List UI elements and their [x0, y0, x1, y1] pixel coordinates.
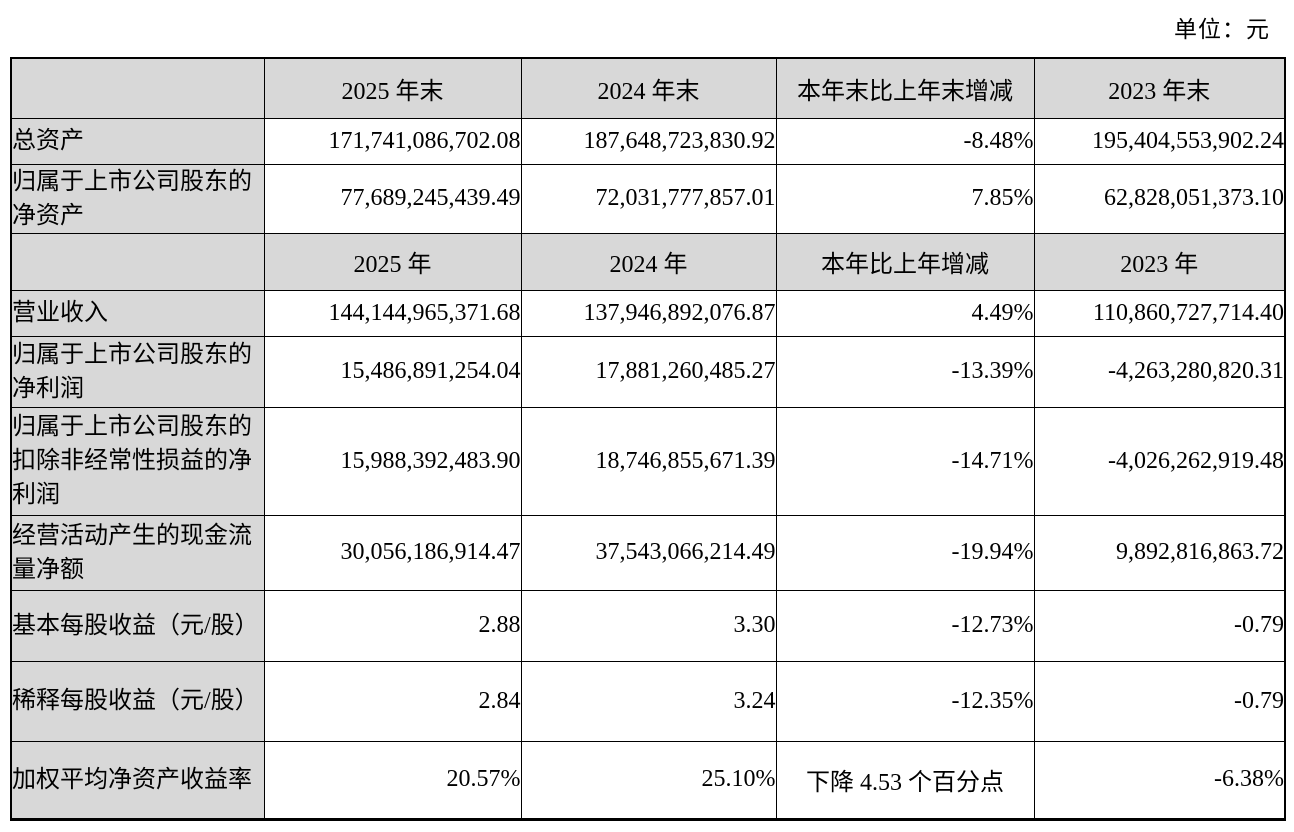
value-cell: -0.79	[1033, 660, 1286, 742]
column-header-2023: 2023 年	[1033, 232, 1286, 291]
table-row: 归属于上市公司股东的净利润 15,486,891,254.04 17,881,2…	[10, 335, 1286, 408]
value-cell: 187,648,723,830.92	[520, 117, 777, 165]
value-cell: -13.39%	[775, 335, 1035, 408]
row-label-cell: 归属于上市公司股东的净利润	[10, 335, 265, 408]
value-cell: 62,828,051,373.10	[1033, 163, 1286, 234]
row-label-cell: 基本每股收益（元/股）	[10, 589, 265, 662]
value-cell: 下降 4.53 个百分点	[775, 740, 1035, 820]
column-header-2025-end: 2025 年末	[263, 57, 522, 119]
column-header-2023-end: 2023 年末	[1033, 57, 1286, 119]
table-row: 加权平均净资产收益率 20.57% 25.10% 下降 4.53 个百分点 -6…	[10, 740, 1286, 820]
column-header-2025: 2025 年	[263, 232, 522, 291]
value-cell: -4,026,262,919.48	[1033, 406, 1286, 516]
table-header-period-end: 2025 年末 2024 年末 本年末比上年末增减 2023 年末	[10, 57, 1286, 119]
value-cell: 3.30	[520, 589, 777, 662]
value-cell: 72,031,777,857.01	[520, 163, 777, 234]
column-header-yoy-change: 本年比上年增减	[775, 232, 1035, 291]
column-header-2024: 2024 年	[520, 232, 777, 291]
row-label-cell: 稀释每股收益（元/股）	[10, 660, 265, 742]
value-cell: 2.88	[263, 589, 522, 662]
column-header-2024-end: 2024 年末	[520, 57, 777, 119]
value-cell: 15,486,891,254.04	[263, 335, 522, 408]
value-cell: 171,741,086,702.08	[263, 117, 522, 165]
table-row: 基本每股收益（元/股） 2.88 3.30 -12.73% -0.79	[10, 589, 1286, 662]
value-cell: 17,881,260,485.27	[520, 335, 777, 408]
value-cell: 195,404,553,902.24	[1033, 117, 1286, 165]
value-cell: 7.85%	[775, 163, 1035, 234]
value-cell: 30,056,186,914.47	[263, 514, 522, 591]
table-row: 归属于上市公司股东的净资产 77,689,245,439.49 72,031,7…	[10, 163, 1286, 234]
value-cell: -12.73%	[775, 589, 1035, 662]
value-cell: 37,543,066,214.49	[520, 514, 777, 591]
value-cell: -19.94%	[775, 514, 1035, 591]
value-cell: 137,946,892,076.87	[520, 289, 777, 337]
row-label-cell: 归属于上市公司股东的扣除非经常性损益的净利润	[10, 406, 265, 516]
table-row: 归属于上市公司股东的扣除非经常性损益的净利润 15,988,392,483.90…	[10, 406, 1286, 516]
column-header-yoy-end-change: 本年末比上年末增减	[775, 57, 1035, 119]
value-cell: 144,144,965,371.68	[263, 289, 522, 337]
value-cell: -14.71%	[775, 406, 1035, 516]
row-label-cell: 加权平均净资产收益率	[10, 740, 265, 820]
row-label-cell: 营业收入	[10, 289, 265, 337]
value-cell: -8.48%	[775, 117, 1035, 165]
row-label-cell: 总资产	[10, 117, 265, 165]
financial-summary-table: 2025 年末 2024 年末 本年末比上年末增减 2023 年末 总资产 17…	[10, 57, 1286, 821]
table-row: 稀释每股收益（元/股） 2.84 3.24 -12.35% -0.79	[10, 660, 1286, 742]
row-label-cell: 经营活动产生的现金流量净额	[10, 514, 265, 591]
value-cell: 9,892,816,863.72	[1033, 514, 1286, 591]
table-row: 经营活动产生的现金流量净额 30,056,186,914.47 37,543,0…	[10, 514, 1286, 591]
value-cell: 18,746,855,671.39	[520, 406, 777, 516]
value-cell: 77,689,245,439.49	[263, 163, 522, 234]
value-cell: 2.84	[263, 660, 522, 742]
value-cell: 25.10%	[520, 740, 777, 820]
row-label-cell: 归属于上市公司股东的净资产	[10, 163, 265, 234]
header-empty-cell	[10, 57, 265, 119]
table-row: 营业收入 144,144,965,371.68 137,946,892,076.…	[10, 289, 1286, 337]
value-cell: -4,263,280,820.31	[1033, 335, 1286, 408]
value-cell: -12.35%	[775, 660, 1035, 742]
value-cell: 15,988,392,483.90	[263, 406, 522, 516]
value-cell: 4.49%	[775, 289, 1035, 337]
unit-label: 单位：元	[1174, 17, 1270, 42]
value-cell: 20.57%	[263, 740, 522, 820]
value-cell: -6.38%	[1033, 740, 1286, 820]
table-row: 总资产 171,741,086,702.08 187,648,723,830.9…	[10, 117, 1286, 165]
value-cell: 110,860,727,714.40	[1033, 289, 1286, 337]
header-empty-cell	[10, 232, 265, 291]
value-cell: 3.24	[520, 660, 777, 742]
value-cell: -0.79	[1033, 589, 1286, 662]
table-header-period: 2025 年 2024 年 本年比上年增减 2023 年	[10, 232, 1286, 291]
